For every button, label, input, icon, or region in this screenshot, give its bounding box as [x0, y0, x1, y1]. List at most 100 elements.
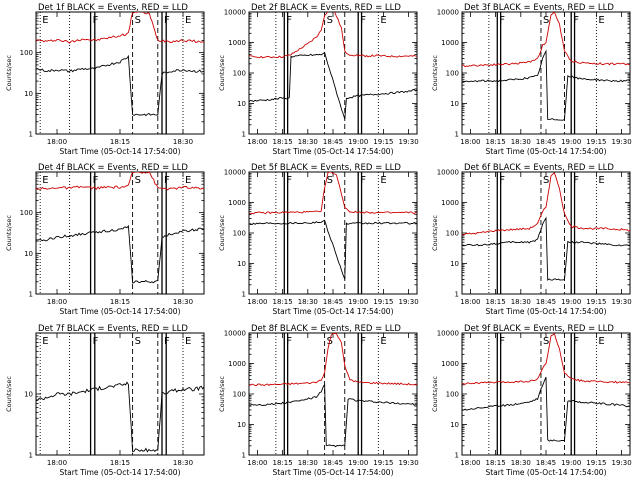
- x-tick-label: 18:00: [247, 138, 267, 146]
- panel-title: Det 5f BLACK = Events, RED = LLD: [251, 163, 401, 173]
- series-line-lld: [462, 12, 630, 68]
- series-line-events: [36, 224, 204, 284]
- x-axis-label: Start Time (05-Oct-14 17:54:00): [272, 307, 393, 316]
- time-marker-label: E: [380, 175, 386, 186]
- time-marker-label: S: [327, 175, 333, 186]
- time-marker-label: S: [543, 175, 549, 186]
- panel-title: Det 1f BLACK = Events, RED = LLD: [38, 3, 188, 13]
- y-tick-label: 100: [446, 230, 459, 238]
- time-marker-label: E: [42, 175, 48, 186]
- y-tick-label: 1: [455, 131, 459, 139]
- x-tick-label: 19:30: [612, 459, 632, 467]
- y-tick-label: 10000: [437, 330, 459, 338]
- panel-title: Det 9f BLACK = Events, RED = LLD: [464, 324, 614, 334]
- x-tick-label: 18:15: [273, 138, 293, 146]
- x-axis-label: Start Time (05-Oct-14 17:54:00): [59, 307, 180, 316]
- y-tick-label: 1000: [441, 360, 459, 368]
- y-tick-label: 1: [242, 291, 246, 299]
- series-line-events: [462, 216, 630, 281]
- y-tick-label: 1: [29, 291, 33, 299]
- x-tick-label: 18:15: [486, 298, 506, 306]
- series-line-events: [462, 376, 630, 442]
- time-marker-label: S: [135, 175, 141, 186]
- x-tick-label: 18:15: [273, 298, 293, 306]
- plot-frame: [35, 332, 205, 456]
- x-tick-label: 19:15: [373, 298, 393, 306]
- x-tick-label: 18:30: [173, 138, 193, 146]
- time-marker-label: F: [499, 336, 505, 347]
- panel-title: Det 3f BLACK = Events, RED = LLD: [464, 3, 614, 13]
- x-axis-label: Start Time (05-Oct-14 17:54:00): [485, 307, 606, 316]
- x-tick-label: 18:30: [511, 138, 531, 146]
- series-line-events: [249, 51, 417, 120]
- series-line-lld: [249, 333, 417, 387]
- x-tick-label: 18:00: [47, 459, 67, 467]
- panel-title: Det 8f BLACK = Events, RED = LLD: [251, 324, 401, 334]
- time-marker-label: F: [360, 175, 366, 186]
- series-line-lld: [249, 12, 417, 59]
- x-tick-label: 18:00: [247, 459, 267, 467]
- y-tick-label: 10000: [224, 9, 246, 17]
- series-line-events: [36, 381, 204, 453]
- y-tick-label: 10: [450, 260, 459, 268]
- x-tick-label: 18:15: [110, 298, 130, 306]
- y-tick-label: 1000: [228, 360, 246, 368]
- time-marker-label: S: [543, 15, 549, 26]
- panel-title: Det 6f BLACK = Events, RED = LLD: [464, 163, 614, 173]
- y-tick-label: 1: [455, 452, 459, 460]
- series-line-events: [36, 54, 204, 117]
- x-tick-label: 18:15: [273, 459, 293, 467]
- series-line-lld: [36, 12, 204, 44]
- panel-title: Det 7f BLACK = Events, RED = LLD: [38, 324, 188, 334]
- y-tick-label: 10: [24, 250, 33, 258]
- panel-7: Det 7f BLACK = Events, RED = LLD Counts/s…: [5, 324, 205, 477]
- y-tick-label: 100: [233, 391, 246, 399]
- x-tick-label: 18:30: [298, 459, 318, 467]
- series-line-lld: [36, 172, 204, 191]
- time-marker-label: F: [573, 15, 579, 26]
- y-tick-label: 100: [233, 230, 246, 238]
- x-tick-label: 18:45: [536, 459, 556, 467]
- x-tick-label: 18:30: [511, 459, 531, 467]
- time-marker-label: F: [360, 15, 366, 26]
- time-marker-label: F: [286, 336, 292, 347]
- panel-8: Det 8f BLACK = Events, RED = LLD Counts/s…: [218, 324, 419, 477]
- y-axis-label: Counts/sec: [218, 215, 226, 251]
- x-tick-label: 19:15: [586, 459, 606, 467]
- x-tick-label: 19:00: [561, 138, 581, 146]
- series-line-lld: [462, 172, 630, 236]
- y-tick-label: 10000: [437, 9, 459, 17]
- x-tick-label: 19:00: [348, 459, 368, 467]
- x-tick-label: 19:15: [373, 459, 393, 467]
- time-marker-label: E: [185, 15, 191, 26]
- x-tick-label: 19:15: [586, 138, 606, 146]
- x-tick-label: 19:30: [399, 459, 419, 467]
- x-tick-label: 18:45: [323, 298, 343, 306]
- time-marker-label: E: [185, 175, 191, 186]
- x-tick-label: 18:45: [323, 459, 343, 467]
- y-tick-label: 1000: [441, 199, 459, 207]
- x-tick-label: 19:00: [348, 138, 368, 146]
- x-tick-label: 19:15: [586, 298, 606, 306]
- y-axis-label: Counts/sec: [431, 55, 439, 91]
- x-tick-label: 18:45: [323, 138, 343, 146]
- x-tick-label: 18:15: [486, 459, 506, 467]
- x-axis-label: Start Time (05-Oct-14 17:54:00): [485, 147, 606, 156]
- y-axis-label: Counts/sec: [5, 215, 13, 251]
- x-tick-label: 18:45: [536, 298, 556, 306]
- plot-frame: [35, 11, 205, 135]
- x-tick-label: 19:30: [612, 298, 632, 306]
- y-tick-label: 100: [20, 49, 33, 57]
- time-marker-label: F: [164, 15, 170, 26]
- time-marker-label: F: [360, 336, 366, 347]
- y-tick-label: 10000: [224, 169, 246, 177]
- y-tick-label: 10: [450, 100, 459, 108]
- y-tick-label: 10000: [224, 330, 246, 338]
- y-tick-label: 100: [446, 70, 459, 78]
- x-tick-label: 18:00: [460, 298, 480, 306]
- x-tick-label: 18:00: [460, 459, 480, 467]
- series-line-events: [249, 219, 417, 280]
- time-marker-label: F: [164, 175, 170, 186]
- y-axis-label: Counts/sec: [431, 215, 439, 251]
- time-marker-label: E: [42, 336, 48, 347]
